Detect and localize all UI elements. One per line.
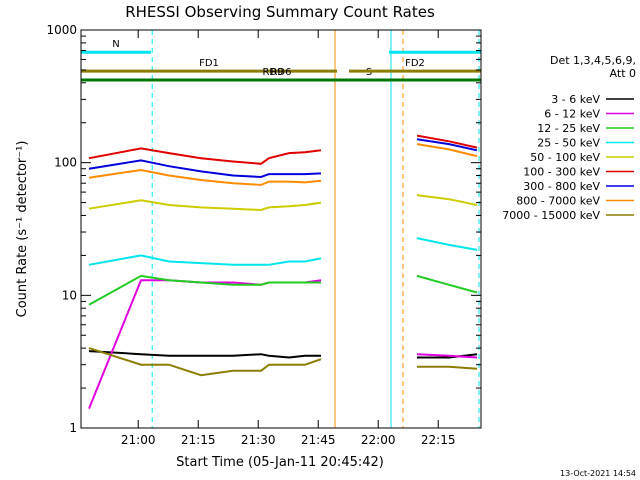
series-50-100-kev-segment-1 <box>416 194 478 206</box>
y-tick-label-100: 100 <box>54 156 77 170</box>
x-tick-label-21-00: 21:00 <box>121 433 156 447</box>
series-7000-15000-kev <box>88 347 478 377</box>
x-tick-label-21-15: 21:15 <box>181 433 216 447</box>
series-6-12-kev <box>88 279 478 409</box>
x-tick-label-21-30: 21:30 <box>241 433 276 447</box>
series-800-7000-kev <box>88 143 478 186</box>
series-100-300-kev <box>88 134 478 165</box>
series-6-12-kev-segment-1 <box>416 353 478 359</box>
legend-label-300-800-kev: 300 - 800 keV <box>523 180 600 193</box>
legend-label-25-50-kev: 25 - 50 keV <box>537 137 600 150</box>
series-25-50-kev <box>88 237 478 266</box>
legend-label-6-12-kev: 6 - 12 keV <box>544 108 600 121</box>
series-800-7000-kev-segment-1 <box>416 143 478 158</box>
legend-label-50-100-kev: 50 - 100 keV <box>530 151 600 164</box>
y-tick-label-1000: 1000 <box>46 23 77 37</box>
series-3-6-kev-segment-0 <box>88 350 321 359</box>
series-25-50-kev-segment-0 <box>88 254 322 266</box>
y-tick-label-1: 1 <box>69 421 77 435</box>
series-6-12-kev-segment-0 <box>88 279 322 409</box>
legend-label-800-7000-kev: 800 - 7000 keV <box>516 195 600 208</box>
datestamp: 13-Oct-2021 14:54 <box>560 469 636 478</box>
x-tick-label-22-00: 22:00 <box>361 433 396 447</box>
plot-marks: NSFD1FD2RD6RD9 <box>80 30 481 428</box>
series-100-300-kev-segment-1 <box>416 134 478 149</box>
series-7000-15000-kev-segment-0 <box>88 347 322 377</box>
series-100-300-kev-segment-0 <box>88 147 322 165</box>
legend-label-12-25-kev: 12 - 25 keV <box>537 122 600 135</box>
chart-title: RHESSI Observing Summary Count Rates <box>125 3 435 21</box>
series-300-800-kev <box>88 138 478 179</box>
legend-header-0: Det 1,3,4,5,6,9, <box>550 54 636 67</box>
series-300-800-kev-segment-0 <box>88 159 322 179</box>
interval-n-label: N <box>112 39 119 50</box>
legend: Det 1,3,4,5,6,9,Att 0 3 - 6 keV 6 - 12 keV… <box>502 54 636 222</box>
series-3-6-kev <box>88 350 478 359</box>
series-12-25-kev <box>88 274 478 306</box>
x-axis-label: Start Time (05-Jan-11 20:45:42) <box>176 455 384 470</box>
series-50-100-kev-segment-0 <box>88 199 322 212</box>
x-tick-label-21-45: 21:45 <box>301 433 336 447</box>
interval-fd2-label: FD2 <box>405 58 425 69</box>
series-300-800-kev-segment-1 <box>416 138 478 152</box>
legend-header-1: Att 0 <box>610 67 636 80</box>
axes: 21:00 21:15 21:30 21:45 22:00 22:15 1 10 100 1000 <box>46 23 481 447</box>
legend-label-3-6-kev: 3 - 6 keV <box>551 93 600 106</box>
y-tick-label-10: 10 <box>62 288 77 302</box>
legend-label-7000-15000-kev: 7000 - 15000 keV <box>502 209 600 222</box>
interval-fd1-label: FD1 <box>199 58 219 69</box>
series-12-25-kev-segment-1 <box>416 274 478 294</box>
x-tick-label-22-15: 22:15 <box>421 433 456 447</box>
series-12-25-kev-segment-0 <box>88 274 321 306</box>
legend-label-100-300-kev: 100 - 300 keV <box>523 166 600 179</box>
plot-frame <box>80 29 482 429</box>
series-50-100-kev <box>88 194 478 212</box>
y-axis-label: Count Rate (s⁻¹ detector⁻¹) <box>15 141 30 318</box>
interval-rd6-label: RD6 <box>270 67 291 78</box>
series-7000-15000-kev-segment-1 <box>417 365 478 370</box>
interval-rd9-marker <box>271 78 275 82</box>
series-800-7000-kev-segment-0 <box>88 168 322 186</box>
series-25-50-kev-segment-1 <box>416 237 478 251</box>
interval-rd9-label: RD9 <box>262 67 283 78</box>
series-3-6-kev-segment-1 <box>417 353 478 359</box>
